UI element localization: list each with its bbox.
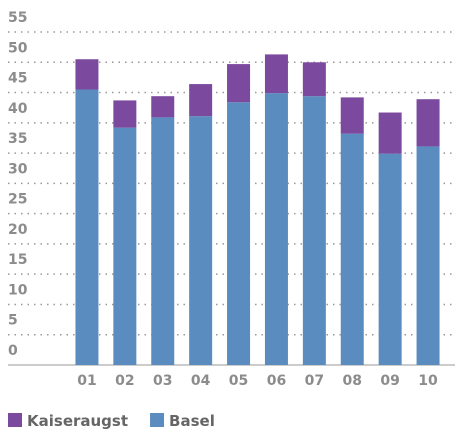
bar-segment — [416, 99, 440, 147]
x-tick-label: 08 — [343, 373, 362, 389]
bar-segment — [227, 64, 251, 103]
bar-segment — [340, 133, 364, 365]
y-tick-label: 20 — [8, 222, 28, 238]
x-tick-label: 01 — [77, 373, 96, 389]
x-tick-label: 07 — [305, 373, 324, 389]
y-tick-label: 50 — [8, 40, 28, 56]
bar-segment — [75, 59, 99, 90]
bar-segment — [189, 84, 213, 117]
y-tick-label: 45 — [8, 71, 27, 87]
y-tick-label: 5 — [8, 313, 18, 329]
x-tick-label: 04 — [191, 373, 211, 389]
x-tick-label: 02 — [115, 373, 134, 389]
bar-segment — [264, 93, 288, 365]
legend-label: Basel — [169, 412, 215, 430]
bar-segment — [113, 127, 137, 365]
x-tick-label: 06 — [267, 373, 286, 389]
bar-segment — [416, 146, 440, 365]
bar-segment — [227, 102, 251, 365]
bar-segment — [151, 96, 175, 118]
legend-swatch — [150, 413, 165, 427]
bar-segment — [113, 100, 137, 128]
y-tick-label: 25 — [8, 192, 27, 208]
x-tick-label: 05 — [229, 373, 248, 389]
legend-swatch — [8, 413, 22, 427]
legend-label: Kaiseraugst — [27, 412, 128, 430]
x-tick-label: 10 — [418, 373, 438, 389]
y-tick-label: 15 — [8, 252, 27, 268]
bar-segment — [302, 62, 326, 97]
y-tick-label: 30 — [8, 161, 28, 177]
bar-segment — [189, 116, 213, 366]
bar-segment — [151, 117, 175, 366]
bar-segment — [264, 54, 288, 94]
bar-segment — [302, 96, 326, 365]
y-tick-label: 0 — [8, 343, 18, 359]
x-tick-label: 09 — [380, 373, 399, 389]
y-tick-label: 55 — [8, 10, 27, 26]
bar-segment — [378, 112, 402, 154]
bar-segment — [75, 89, 99, 365]
y-tick-label: 10 — [8, 282, 28, 298]
bar-segment — [378, 153, 402, 365]
y-tick-label: 35 — [8, 131, 27, 147]
bar-segment — [340, 97, 364, 134]
x-tick-label: 03 — [153, 373, 172, 389]
y-tick-label: 40 — [8, 101, 28, 117]
